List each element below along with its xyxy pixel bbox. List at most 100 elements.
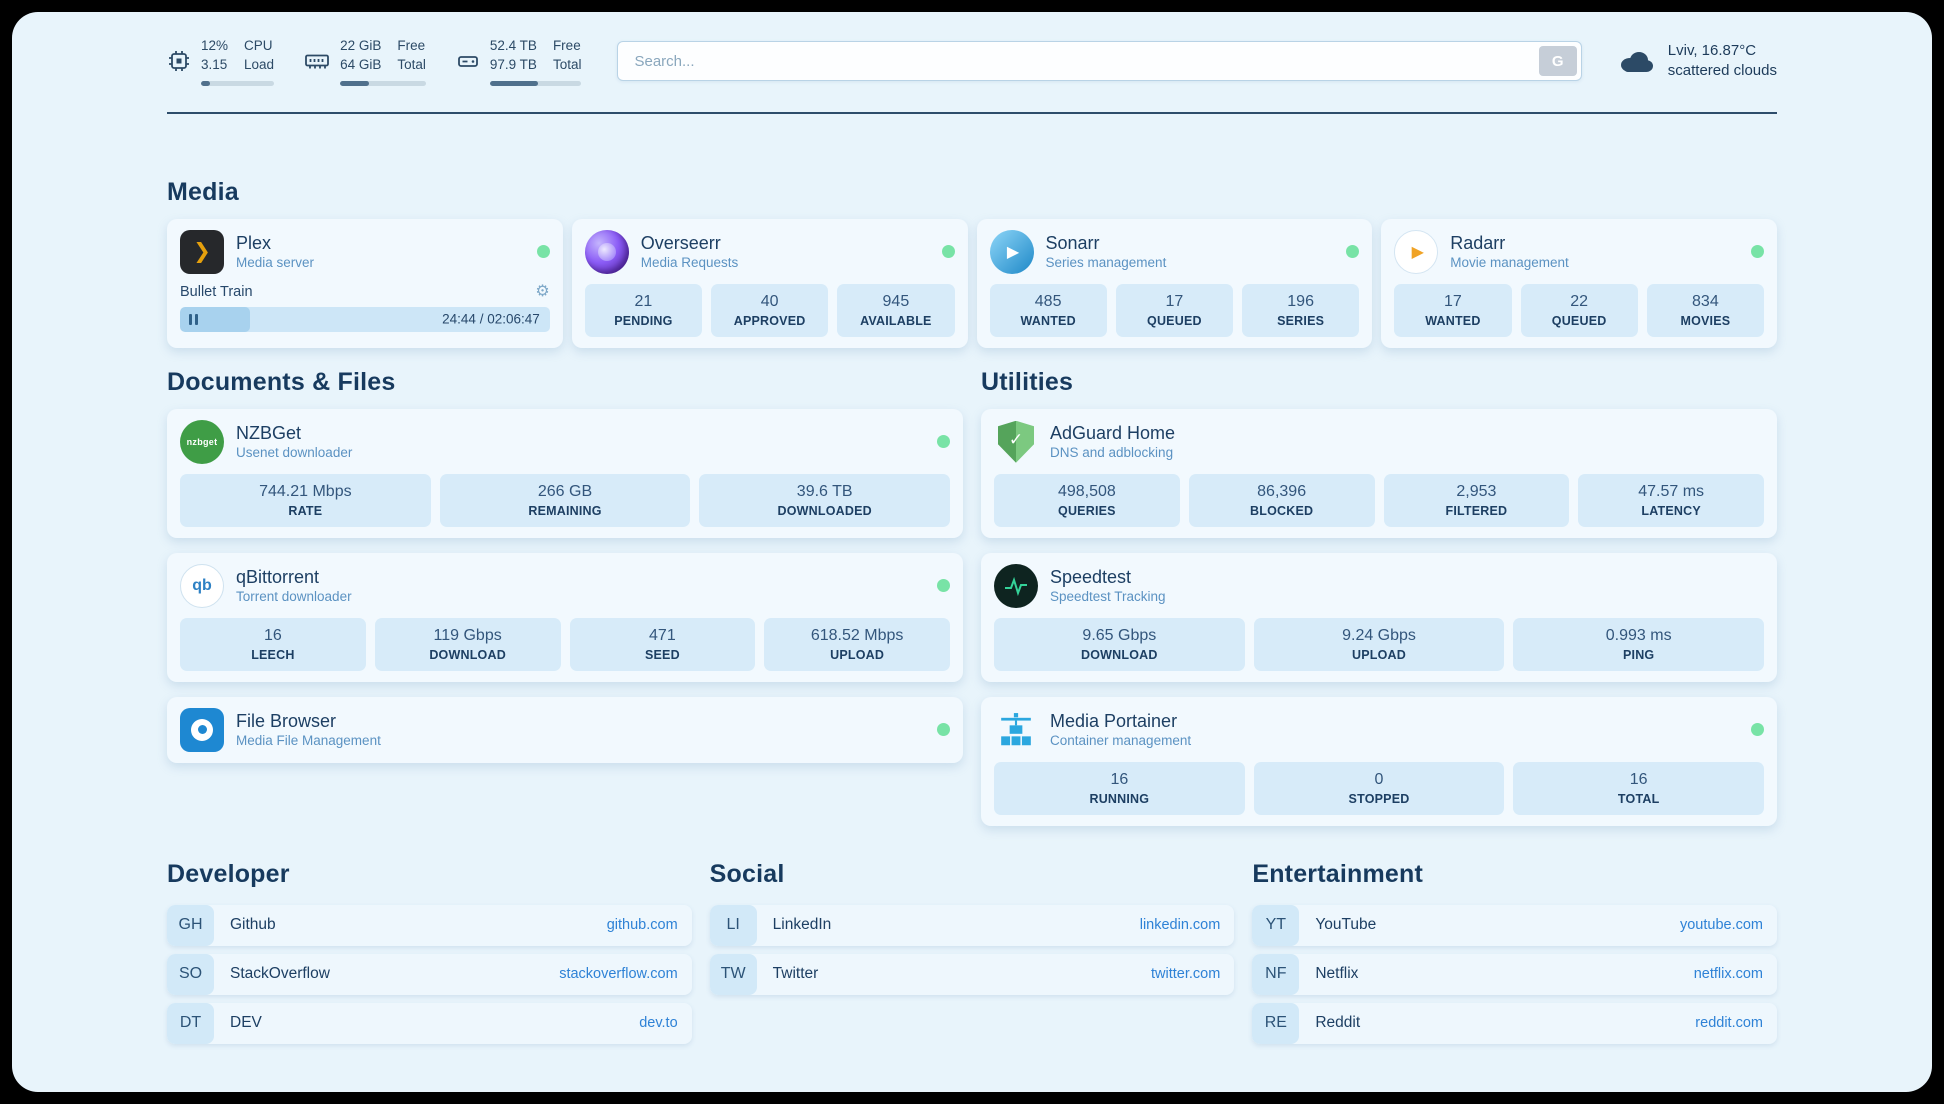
stat-value: 16 <box>1629 770 1648 788</box>
section-title-utilities: Utilities <box>981 367 1074 396</box>
nzbget-icon: nzbget <box>180 419 224 464</box>
bookmark-url[interactable]: twitter.com <box>1151 966 1221 983</box>
ram-icon <box>304 49 330 73</box>
service-card-speedtest[interactable]: Speedtest Speedtest Tracking 9.65 Gbps D… <box>981 552 1777 682</box>
service-name: AdGuard Home <box>1050 423 1176 444</box>
service-card-radarr[interactable]: ▶ Radarr Movie management 17 WANTED 22 Q… <box>1381 218 1777 348</box>
bookmark-name: DEV <box>230 1014 262 1032</box>
ram-total-value: 64 GiB <box>340 56 382 72</box>
stat-label: WANTED <box>1020 313 1076 328</box>
bookmark-linkedin[interactable]: LI LinkedIn linkedin.com <box>709 904 1235 946</box>
cpu-load-value: 3.15 <box>201 56 228 72</box>
stat-label: DOWNLOAD <box>1081 647 1158 662</box>
service-card-adguard[interactable]: ✓ AdGuard Home DNS and adblocking 498,50… <box>981 408 1777 538</box>
bookmark-url[interactable]: stackoverflow.com <box>559 966 678 983</box>
weather-widget: Lviv, 16.87°C scattered clouds <box>1616 41 1777 82</box>
section-developer: Developer GH Github github.com SO StackO… <box>167 860 692 1044</box>
stat-box: 16 LEECH <box>180 617 366 671</box>
search-engine-button[interactable]: G <box>1538 46 1577 77</box>
bookmark-url[interactable]: dev.to <box>639 1015 678 1032</box>
stat-box: 16 TOTAL <box>1513 761 1765 815</box>
stat-box: 40 APPROVED <box>711 283 829 337</box>
bookmark-url[interactable]: github.com <box>606 917 678 934</box>
bookmark-abbr: NF <box>1252 953 1300 995</box>
service-card-filebrowser[interactable]: File Browser Media File Management <box>167 696 963 763</box>
bookmark-twitter[interactable]: TW Twitter twitter.com <box>709 953 1235 995</box>
section-title-documents: Documents & Files <box>167 367 396 396</box>
stat-box: 39.6 TB DOWNLOADED <box>699 473 951 527</box>
service-subtitle: Media File Management <box>236 733 381 749</box>
section-social: Social LI LinkedIn linkedin.com TW Twitt… <box>709 860 1235 1044</box>
ram-free-label: Free <box>397 38 426 53</box>
stat-label: DOWNLOAD <box>429 647 506 662</box>
stat-label: BLOCKED <box>1250 503 1314 518</box>
qbittorrent-icon: qb <box>180 563 224 608</box>
stat-box: 618.52 Mbps UPLOAD <box>764 617 950 671</box>
section-utilities: Utilities ✓ AdGuard Home DNS and adblock… <box>981 368 1777 826</box>
service-card-portainer[interactable]: Media Portainer Container management 16 … <box>981 696 1777 826</box>
section-entertainment: Entertainment YT YouTube youtube.com NF … <box>1252 860 1777 1044</box>
bookmark-abbr: DT <box>167 1002 214 1044</box>
bookmark-youtube[interactable]: YT YouTube youtube.com <box>1252 904 1777 946</box>
stat-label: LATENCY <box>1641 503 1701 518</box>
stat-box: 485 WANTED <box>989 283 1107 337</box>
bookmark-url[interactable]: linkedin.com <box>1139 917 1221 934</box>
service-name: Speedtest <box>1050 567 1132 588</box>
service-subtitle: Media Requests <box>640 255 739 271</box>
stat-value: 0 <box>1374 770 1384 788</box>
stat-box: 47.57 ms LATENCY <box>1578 473 1764 527</box>
bookmark-reddit[interactable]: RE Reddit reddit.com <box>1252 1002 1777 1044</box>
stat-box: 22 QUEUED <box>1520 283 1638 337</box>
gear-icon[interactable]: ⚙ <box>535 282 550 300</box>
bookmark-abbr: GH <box>167 904 214 946</box>
stat-box: 945 AVAILABLE <box>837 283 955 337</box>
pause-icon[interactable] <box>189 313 198 325</box>
stat-value: 618.52 Mbps <box>810 626 904 644</box>
stat-value: 744.21 Mbps <box>259 482 352 500</box>
bookmark-github[interactable]: GH Github github.com <box>167 904 692 946</box>
now-playing-title: Bullet Train <box>180 283 253 300</box>
dashboard: 12% 3.15 CPU Load <box>12 12 1932 1092</box>
playback-progress-bar[interactable]: 24:44 / 02:06:47 <box>180 306 550 332</box>
section-title-media: Media <box>167 177 239 206</box>
weather-location: Lviv, 16.87°C <box>1667 42 1757 60</box>
section-title-entertainment: Entertainment <box>1252 859 1424 888</box>
service-subtitle: Series management <box>1045 255 1167 271</box>
bookmark-url[interactable]: reddit.com <box>1695 1015 1763 1032</box>
bookmark-name: YouTube <box>1315 916 1377 934</box>
bookmark-url[interactable]: netflix.com <box>1693 966 1763 983</box>
service-card-plex[interactable]: ❯ Plex Media server Bullet Train ⚙ <box>167 218 563 348</box>
system-widgets: 12% 3.15 CPU Load <box>167 37 582 86</box>
stat-value: 9.24 Gbps <box>1342 626 1416 644</box>
stat-box: 119 Gbps DOWNLOAD <box>374 617 561 671</box>
stat-label: UPLOAD <box>1352 647 1406 662</box>
bookmark-name: StackOverflow <box>230 965 330 983</box>
stat-box: 9.24 Gbps UPLOAD <box>1253 617 1505 671</box>
service-subtitle: Speedtest Tracking <box>1050 589 1166 605</box>
service-subtitle: Movie management <box>1450 255 1569 271</box>
bookmark-dev[interactable]: DT DEV dev.to <box>167 1002 692 1044</box>
service-card-qbittorrent[interactable]: qb qBittorrent Torrent downloader 16 LEE… <box>167 552 963 682</box>
stat-box: 17 QUEUED <box>1115 283 1233 337</box>
plex-icon: ❯ <box>180 229 224 274</box>
ram-usage-bar <box>340 80 426 86</box>
portainer-icon <box>994 708 1038 752</box>
bookmark-netflix[interactable]: NF Netflix netflix.com <box>1252 953 1777 995</box>
stat-box: 196 SERIES <box>1242 283 1360 337</box>
stat-value: 39.6 TB <box>796 482 853 500</box>
disk-free-label: Free <box>552 38 581 53</box>
service-card-nzbget[interactable]: nzbget NZBGet Usenet downloader 744.21 M… <box>167 408 963 538</box>
service-card-overseerr[interactable]: Overseerr Media Requests 21 PENDING 40 A… <box>571 218 968 348</box>
overseerr-icon <box>584 229 629 274</box>
search-input[interactable] <box>617 41 1582 82</box>
bookmark-stackoverflow[interactable]: SO StackOverflow stackoverflow.com <box>167 953 692 995</box>
stat-label: UPLOAD <box>830 647 885 662</box>
service-card-sonarr[interactable]: ▶ Sonarr Series management 485 WANTED 17… <box>976 218 1373 348</box>
stat-box: 2,953 FILTERED <box>1383 473 1570 527</box>
stat-label: TOTAL <box>1617 791 1660 806</box>
stat-label: RATE <box>288 503 323 518</box>
status-indicator <box>937 723 950 737</box>
bookmark-url[interactable]: youtube.com <box>1679 917 1763 934</box>
stat-value: 9.65 Gbps <box>1082 626 1157 644</box>
service-name: Media Portainer <box>1050 711 1178 732</box>
